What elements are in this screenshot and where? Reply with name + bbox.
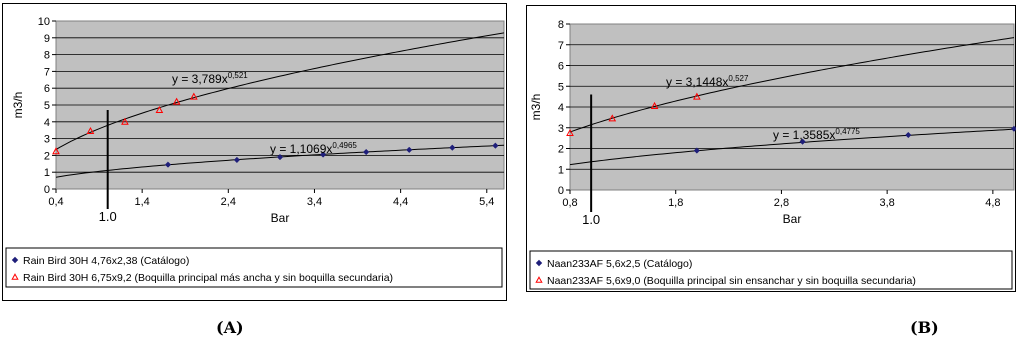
x-tick-label: 3,4 <box>307 196 322 208</box>
data-point-diamond <box>319 151 327 158</box>
legend-entry: Rain Bird 30H 6,75x9,2 (Boquilla princip… <box>23 272 393 284</box>
data-point-triangle <box>121 117 129 125</box>
legend-marker-diamond <box>11 256 19 264</box>
caption-b: (B) <box>910 318 939 337</box>
y-tick-label: 2 <box>44 150 50 162</box>
data-point-triangle <box>566 128 574 136</box>
reference-line-label: 1.0 <box>582 212 600 227</box>
x-axis-label: Bar <box>271 211 290 225</box>
x-tick-label: 1,8 <box>668 197 683 209</box>
x-tick-label: 4,8 <box>985 197 1000 209</box>
data-point-diamond <box>693 147 701 154</box>
data-point-diamond <box>492 142 499 149</box>
trend-equation: y = 3,789x0,521 <box>172 71 248 86</box>
legend <box>5 247 503 288</box>
y-tick-label: 1 <box>558 164 564 176</box>
legend-entry: Naan233AF 5,6x9,0 (Boquilla principal si… <box>547 275 916 287</box>
x-tick-label: 2,8 <box>774 197 789 209</box>
data-point-diamond <box>276 153 284 161</box>
legend-marker-diamond <box>535 259 543 267</box>
y-tick-label: 2 <box>558 144 564 156</box>
y-tick-label: 10 <box>38 16 50 28</box>
x-tick-label: 0,4 <box>48 196 63 208</box>
y-tick-label: 6 <box>44 83 50 95</box>
legend <box>529 250 1013 290</box>
y-tick-label: 8 <box>558 19 564 31</box>
trendlines <box>570 37 1014 166</box>
y-tick-label: 3 <box>44 134 50 146</box>
data-point-triangle <box>172 97 181 105</box>
y-tick-label: 4 <box>44 117 50 129</box>
y-tick-label: 9 <box>44 33 50 45</box>
trend-equation: y = 1,3585x0,4775 <box>773 127 860 142</box>
y-tick-label: 1 <box>44 167 50 179</box>
trendline <box>56 32 504 150</box>
data-point-triangle <box>190 92 198 100</box>
data-point-triangle <box>86 126 95 135</box>
data-point-diamond <box>164 161 172 168</box>
data-point-triangle <box>52 147 60 155</box>
data-point-diamond <box>233 156 241 164</box>
x-tick-label: 2,4 <box>221 196 236 208</box>
x-axis-label: Bar <box>783 212 802 226</box>
x-tick-label: 4,4 <box>393 196 408 208</box>
y-tick-label: 3 <box>558 123 564 135</box>
reference-line-label: 1.0 <box>99 209 117 224</box>
data-point-triangle <box>650 101 659 109</box>
data-point-diamond <box>905 131 912 139</box>
y-axis-label: m3/h <box>11 92 25 119</box>
trendline <box>570 37 1014 133</box>
y-tick-label: 4 <box>558 102 564 114</box>
data-point-diamond <box>1010 125 1016 132</box>
y-tick-label: 7 <box>44 66 50 78</box>
data-point-triangle <box>693 92 701 100</box>
data-point-diamond <box>449 144 456 151</box>
y-tick-label: 0 <box>558 185 564 197</box>
data-point-triangle <box>155 105 164 114</box>
x-tick-label: 1,4 <box>135 196 150 208</box>
trendline <box>570 128 1014 166</box>
y-tick-label: 5 <box>44 100 50 112</box>
data-point-diamond <box>406 146 413 154</box>
y-tick-label: 6 <box>558 61 564 73</box>
y-axis-label: m3/h <box>529 94 543 121</box>
data-point-diamond <box>363 148 370 156</box>
x-tick-label: 0,8 <box>562 197 577 209</box>
y-tick-label: 0 <box>44 184 50 196</box>
y-tick-label: 8 <box>44 50 50 62</box>
x-tick-label: 5,4 <box>479 196 494 208</box>
y-tick-label: 5 <box>558 81 564 93</box>
legend-marker-triangle <box>535 276 543 283</box>
chart-b: 0 1 2 3 4 5 6 7 8 0,8 1,8 2,8 3,8 4,8 Bar m3/h 1.0 y = 1,… <box>526 5 1016 292</box>
data-point-triangle <box>608 114 617 122</box>
y-tick-label: 7 <box>558 40 564 52</box>
trend-equation: y = 3,1448x0,527 <box>666 74 749 89</box>
legend-entry: Rain Bird 30H 4,76x2,38 (Catálogo) <box>23 255 189 267</box>
data-point-diamond <box>799 138 806 145</box>
trend-equation: y = 1,1069x0,4965 <box>270 141 357 156</box>
caption-a: (A) <box>216 318 244 337</box>
chart-a: 0 1 2 3 4 5 6 7 8 9 10 0,4 1,4 2,4 3,4 4,4 5,4 Bar m3/h 1.0… <box>2 3 507 301</box>
legend-marker-triangle <box>11 273 19 280</box>
legend-entry: Naan233AF 5,6x2,5 (Catálogo) <box>547 258 692 270</box>
x-tick-label: 3,8 <box>879 197 894 209</box>
